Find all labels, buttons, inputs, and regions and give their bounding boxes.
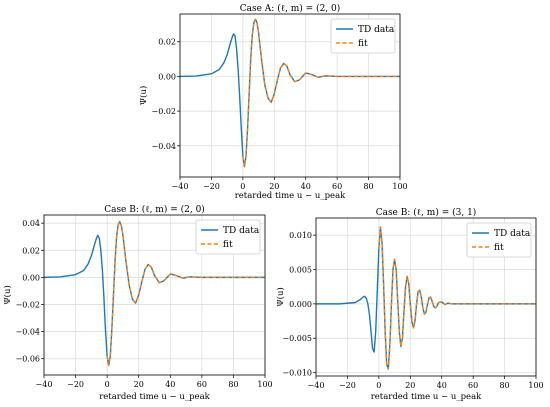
x-tick-label: −20	[339, 381, 356, 390]
legend: TD data fit	[195, 219, 261, 255]
y-tick-label: −0.06	[15, 355, 40, 364]
plot-frame	[179, 13, 401, 178]
chart-title: Case A: (ℓ, m) = (2, 0)	[240, 3, 341, 14]
plot-frame	[43, 214, 266, 376]
legend-label-td-data: TD data	[358, 25, 395, 35]
y-tick-label: 0.00	[158, 72, 176, 81]
y-tick-label: −0.04	[151, 142, 176, 151]
x-tick-label: 80	[363, 182, 373, 191]
x-tick-label: 20	[269, 182, 279, 191]
y-axis-label: Ψ(u)	[275, 287, 286, 307]
series-line-fit	[378, 226, 536, 370]
y-tick-label: 0.000	[289, 300, 312, 309]
legend-label-fit: fit	[494, 243, 504, 253]
x-tick-label: 60	[197, 380, 207, 389]
x-tick-label: 40	[301, 182, 311, 191]
x-tick-label: 20	[134, 380, 144, 389]
y-tick-label: 0.02	[22, 246, 40, 255]
x-tick-label: −20	[203, 182, 220, 191]
x-tick-label: 60	[332, 182, 342, 191]
x-tick-label: 100	[392, 182, 407, 191]
x-tick-label: 20	[405, 381, 415, 390]
chart-panel-1: −40 −20 0 20 40 60 80 100 −0.04 −0.02 0.00 0.02 Case…	[138, 3, 408, 201]
x-axis-label: retarded time u − u_peak	[371, 392, 482, 402]
x-tick-label: −20	[67, 380, 84, 389]
y-tick-label: 0.005	[289, 266, 312, 275]
x-tick-label: 100	[528, 381, 543, 390]
y-axis-label: Ψ(u)	[2, 285, 13, 305]
legend-label-td-data: TD data	[223, 226, 260, 236]
y-tick-label: 0.04	[22, 219, 40, 228]
x-axis-label: retarded time u − u_peak	[235, 191, 346, 201]
x-tick-label: 0	[376, 381, 381, 390]
x-tick-label: 80	[228, 380, 238, 389]
series-line-td-data	[316, 226, 536, 370]
x-tick-label: 0	[240, 182, 245, 191]
y-tick-label: 0.00	[22, 273, 40, 282]
legend-box	[195, 219, 261, 255]
legend-label-fit: fit	[358, 39, 368, 49]
y-tick-label: −0.02	[15, 300, 40, 309]
legend: TD data fit	[466, 222, 532, 258]
y-axis-label: Ψ(u)	[138, 86, 149, 106]
y-tick-label: 0.02	[158, 38, 176, 47]
chart-panel-2: −40 −20 0 20 40 60 80 100 −0.06 −0.04 −0.02 0.00 0.0…	[2, 204, 273, 402]
y-tick-label: 0.010	[289, 231, 312, 240]
legend-box	[466, 222, 532, 258]
legend-label-fit: fit	[223, 240, 233, 250]
x-tick-label: 40	[165, 380, 175, 389]
y-tick-label: −0.010	[282, 369, 312, 378]
legend: TD data fit	[330, 18, 396, 54]
x-tick-label: −40	[308, 381, 325, 390]
chart-title: Case B: (ℓ, m) = (3, 1)	[376, 207, 477, 218]
y-tick-label: −0.04	[15, 328, 40, 337]
x-tick-label: 80	[499, 381, 509, 390]
x-tick-label: 0	[105, 380, 110, 389]
series-line-fit	[106, 221, 265, 367]
x-tick-label: 40	[437, 381, 447, 390]
series-line-fit	[242, 18, 400, 168]
x-tick-label: −40	[172, 182, 189, 191]
x-tick-label: 100	[257, 380, 272, 389]
legend-label-td-data: TD data	[494, 229, 531, 239]
plot-frame	[315, 217, 537, 377]
y-tick-label: −0.02	[151, 107, 176, 116]
chart-panel-3: −40 −20 0 20 40 60 80 100 −0.010 −0.005 0.000 0.005…	[275, 207, 544, 402]
series-line-td-data	[180, 18, 400, 168]
chart-title: Case B: (ℓ, m) = (2, 0)	[104, 204, 205, 215]
y-tick-label: −0.005	[282, 334, 312, 343]
legend-box	[330, 18, 396, 54]
x-axis-label: retarded time u − u_peak	[99, 392, 210, 402]
x-tick-label: −40	[36, 380, 53, 389]
x-tick-label: 60	[468, 381, 478, 390]
